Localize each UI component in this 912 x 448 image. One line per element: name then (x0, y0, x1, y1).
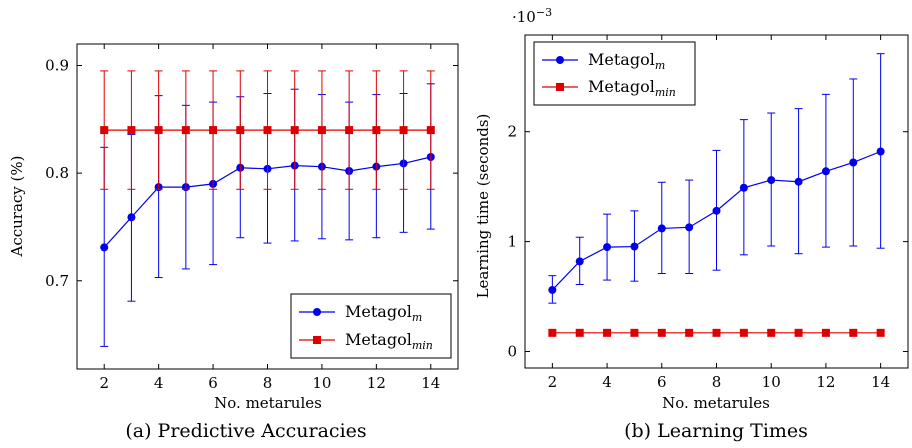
data-point (849, 328, 858, 337)
y-tick-label: 1 (507, 233, 517, 251)
y-tick-label: 0.8 (45, 164, 69, 182)
x-tick-label: 14 (871, 373, 890, 391)
data-point (657, 224, 666, 233)
x-tick-label: 10 (762, 373, 781, 391)
y-tick-label: 0.7 (45, 272, 69, 290)
x-tick-label: 8 (712, 373, 722, 391)
legend-marker-circle (313, 308, 321, 316)
data-point (876, 328, 885, 337)
data-point (794, 328, 803, 337)
caption: (b) Learning Times (624, 420, 808, 442)
data-point (685, 328, 694, 337)
data-point (712, 328, 721, 337)
data-point (548, 285, 557, 294)
chart-learning-time: 2 4 6 8 10 12 14 012 ·10−3 No. metarules Learn… (474, 6, 909, 442)
data-point (630, 242, 639, 251)
series-metagol-m (548, 53, 885, 304)
data-point (209, 126, 218, 135)
x-tick-label: 12 (816, 373, 835, 391)
legend-entry-metagol-m: Metagolm (299, 302, 422, 324)
data-point (712, 206, 721, 215)
data-point (821, 167, 830, 176)
legend-marker-circle (556, 56, 564, 64)
legend-label: Metagolm (345, 302, 422, 324)
legend-entry-metagol-min: Metagolmin (542, 77, 676, 99)
x-axis-label: No. metarules (662, 394, 770, 412)
data-point (603, 328, 612, 337)
x-tick-label: 4 (602, 373, 612, 391)
legend-marker-square (556, 83, 564, 91)
data-point (100, 126, 109, 135)
data-point (127, 213, 136, 222)
legend: Metagolm Metagolmin (533, 41, 696, 106)
legend-marker-square (313, 336, 321, 344)
x-tick-labels: 2 4 6 8 10 12 14 (548, 373, 891, 391)
data-point (181, 126, 190, 135)
x-tick-label: 6 (657, 373, 667, 391)
series-group (548, 53, 885, 337)
data-point (548, 328, 557, 337)
legend: Metagolm Metagolmin (290, 293, 452, 359)
x-tick-label: 14 (421, 374, 440, 392)
chart-accuracy: 2 4 6 8 10 12 14 0.7 0.8 0.9 No. metarules Accur… (8, 43, 459, 442)
data-point (127, 126, 136, 135)
data-point (100, 243, 109, 252)
series-group (100, 70, 435, 347)
data-point (345, 126, 354, 135)
data-point (767, 328, 776, 337)
x-tick-label: 8 (263, 374, 273, 392)
data-point (767, 176, 776, 185)
data-point (821, 328, 830, 337)
data-point (657, 328, 666, 337)
x-tick-label: 6 (208, 374, 218, 392)
series-metagol-min (100, 70, 435, 190)
legend-entry-metagol-min: Metagolmin (299, 330, 433, 352)
y-tick-labels: 0 1 2 (507, 123, 517, 361)
data-point (290, 126, 299, 135)
data-point (630, 328, 639, 337)
y-tick-label: 0 (507, 343, 517, 361)
data-point (603, 243, 612, 252)
x-tick-label: 10 (312, 374, 331, 392)
data-point (317, 126, 326, 135)
data-point (426, 126, 435, 135)
legend-entry-metagol-m: Metagolm (542, 50, 665, 72)
y-tick-label: 2 (507, 123, 517, 141)
caption: (a) Predictive Accuracies (125, 420, 366, 442)
data-point (849, 158, 858, 167)
data-point (794, 177, 803, 186)
data-point (575, 257, 584, 266)
legend-label: Metagolm (588, 50, 665, 72)
data-point (263, 126, 272, 135)
legend-label: Metagolmin (345, 330, 433, 352)
x-tick-label: 12 (367, 374, 386, 392)
data-point (575, 328, 584, 337)
tick-marks (525, 35, 908, 368)
y-tick-labels: 0.7 0.8 0.9 (45, 57, 69, 290)
axis-scale-label: ·10−3 (512, 6, 552, 26)
data-point (372, 126, 381, 135)
series-metagol-min (548, 328, 885, 337)
legend-box (533, 41, 696, 106)
data-point (685, 223, 694, 232)
x-tick-label: 2 (548, 373, 558, 391)
data-point (236, 126, 245, 135)
tick-marks (77, 44, 458, 369)
data-point (739, 328, 748, 337)
data-point (876, 147, 885, 156)
x-tick-labels: 2 4 6 8 10 12 14 (99, 374, 440, 392)
data-point (154, 126, 163, 135)
y-axis-label: Learning time (seconds) (474, 114, 492, 299)
data-point (739, 183, 748, 192)
y-tick-label: 0.9 (45, 57, 69, 75)
y-axis-label: Accuracy (%) (8, 155, 26, 257)
x-tick-label: 2 (99, 374, 109, 392)
x-axis-label: No. metarules (214, 394, 322, 412)
x-tick-label: 4 (154, 374, 164, 392)
data-point (399, 126, 408, 135)
legend-box (290, 293, 452, 359)
legend-label: Metagolmin (588, 77, 676, 99)
